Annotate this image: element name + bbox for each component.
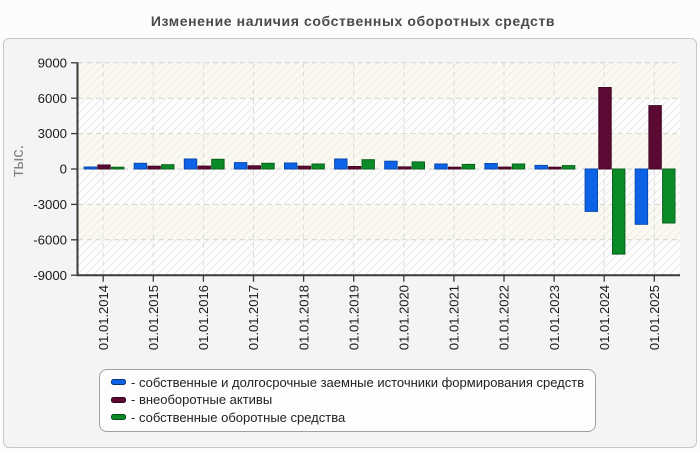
svg-text:9000: 9000 [38, 55, 67, 70]
svg-text:01.01.2015: 01.01.2015 [146, 285, 161, 350]
svg-text:тыс.: тыс. [9, 145, 27, 177]
svg-text:0: 0 [60, 162, 67, 177]
svg-text:01.01.2021: 01.01.2021 [447, 285, 462, 350]
svg-text:01.01.2019: 01.01.2019 [346, 285, 361, 350]
svg-text:01.01.2020: 01.01.2020 [397, 285, 412, 350]
svg-text:01.01.2025: 01.01.2025 [647, 285, 662, 350]
svg-text:-6000: -6000 [33, 232, 67, 247]
svg-text:01.01.2014: 01.01.2014 [96, 285, 111, 350]
svg-text:-9000: -9000 [33, 268, 67, 283]
svg-text:-3000: -3000 [33, 197, 67, 212]
svg-text:01.01.2022: 01.01.2022 [497, 285, 512, 350]
svg-text:01.01.2016: 01.01.2016 [196, 285, 211, 350]
svg-text:3000: 3000 [38, 126, 67, 141]
svg-text:6000: 6000 [38, 91, 67, 106]
svg-text:01.01.2017: 01.01.2017 [246, 285, 261, 350]
svg-text:01.01.2018: 01.01.2018 [296, 285, 311, 350]
svg-text:01.01.2023: 01.01.2023 [547, 285, 562, 350]
svg-text:01.01.2024: 01.01.2024 [597, 285, 612, 350]
